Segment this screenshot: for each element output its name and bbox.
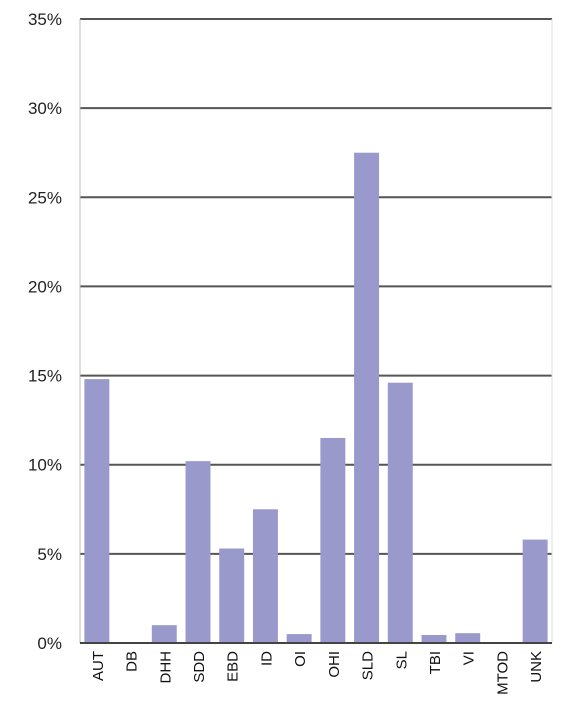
x-tick-label: VI bbox=[461, 651, 478, 665]
axes bbox=[79, 19, 553, 644]
x-axis-category-labels: AUT DB DHH SDD EBD ID OI OHI SLD SL TBI VI MTOD UNK bbox=[90, 651, 545, 695]
y-tick-label: 20% bbox=[28, 277, 62, 296]
x-tick-label: SL bbox=[393, 651, 410, 669]
x-tick-label: DHH bbox=[157, 651, 174, 684]
bars bbox=[84, 152, 548, 643]
x-tick-label: ID bbox=[258, 651, 275, 666]
x-tick-label: TBI bbox=[427, 651, 444, 674]
bar-sld bbox=[354, 152, 380, 643]
y-tick-label: 10% bbox=[28, 456, 62, 475]
bar-id bbox=[252, 509, 278, 643]
y-tick-label: 0% bbox=[37, 634, 62, 653]
bar-ebd bbox=[219, 548, 245, 643]
x-tick-label: AUT bbox=[90, 651, 107, 681]
bar-unk bbox=[522, 539, 548, 643]
y-tick-label: 30% bbox=[28, 99, 62, 118]
x-tick-label: DB bbox=[124, 651, 141, 672]
bar-oi bbox=[286, 634, 312, 643]
bar-sdd bbox=[185, 461, 211, 643]
gridlines bbox=[80, 18, 552, 555]
x-tick-label: OHI bbox=[326, 651, 343, 678]
bar-ohi bbox=[320, 437, 346, 643]
y-tick-label: 25% bbox=[28, 188, 62, 207]
y-tick-label: 5% bbox=[37, 545, 62, 564]
bar-tbi bbox=[421, 634, 447, 643]
bar-vi bbox=[455, 633, 481, 643]
y-tick-label: 15% bbox=[28, 367, 62, 386]
y-tick-label: 35% bbox=[28, 10, 62, 29]
x-tick-label: UNK bbox=[528, 651, 545, 683]
x-tick-label: SDD bbox=[191, 651, 208, 683]
x-tick-label: MTOD bbox=[494, 651, 511, 695]
x-tick-label: OI bbox=[292, 651, 309, 667]
x-tick-label: SLD bbox=[360, 651, 377, 680]
bar-aut bbox=[84, 379, 110, 643]
bar-dhh bbox=[151, 625, 177, 643]
bar-sl bbox=[387, 382, 413, 643]
y-axis-tick-labels: 0% 5% 10% 15% 20% 25% 30% 35% bbox=[28, 10, 62, 653]
x-tick-label: EBD bbox=[225, 651, 242, 682]
